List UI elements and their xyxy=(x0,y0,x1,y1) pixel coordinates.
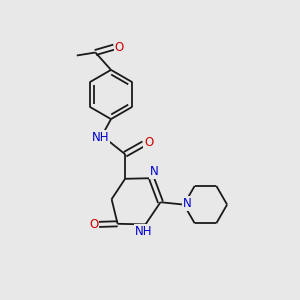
Text: O: O xyxy=(115,40,124,54)
Text: O: O xyxy=(144,136,153,149)
Text: NH: NH xyxy=(135,225,153,239)
Text: N: N xyxy=(183,196,192,210)
Text: N: N xyxy=(150,165,159,178)
Text: NH: NH xyxy=(92,131,109,144)
Text: O: O xyxy=(89,218,98,231)
